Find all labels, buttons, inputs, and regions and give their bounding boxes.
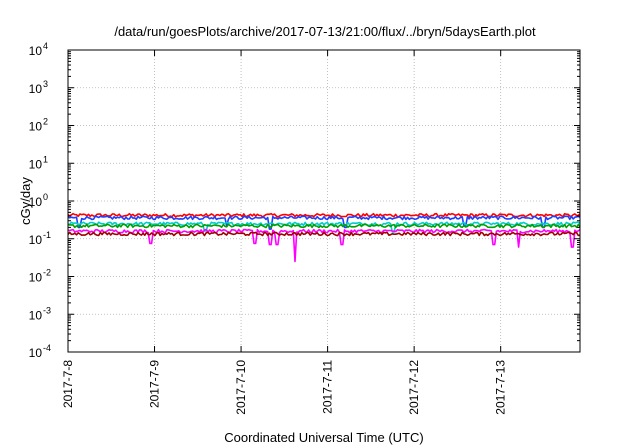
x-tick-label: 2017-7-12 [407,360,421,415]
series-group [67,212,581,263]
y-tick-exponent: 4 [43,41,48,51]
y-tick-label: 10 [29,233,43,247]
y-tick-label: 10 [29,195,43,209]
y-tick-exponent: -4 [43,343,51,353]
y-tick-label: 10 [29,120,43,134]
y-tick-label: 10 [29,44,43,58]
y-tick-label: 10 [29,82,43,96]
series-line-3 [67,221,581,233]
series-line-6 [67,231,581,237]
y-tick-label: 10 [29,346,43,360]
y-tick-exponent: 2 [43,117,48,127]
x-axis: 2017-7-8 2017-7-9 2017-7-10 2017-7-11 2017-7… [61,50,508,415]
series-line-1 [67,212,581,218]
x-tick-label: 2017-7-10 [234,360,248,415]
chart-title: /data/run/goesPlots/archive/2017-07-13/2… [114,24,536,39]
y-tick-exponent: -3 [43,305,51,315]
x-tick-label: 2017-7-13 [494,360,508,415]
y-tick-label: 10 [29,308,43,322]
y-tick-exponent: -2 [43,268,51,278]
series-line-2 [67,215,581,230]
y-axis-label: cGy/day [18,177,33,225]
series-line-5 [67,228,581,263]
x-tick-label: 2017-7-9 [148,360,162,408]
y-tick-exponent: 1 [43,154,48,164]
x-axis-label: Coordinated Universal Time (UTC) [224,430,423,445]
y-tick-exponent: 3 [43,79,48,89]
grid [68,50,580,352]
y-tick-exponent: 0 [43,192,48,202]
y-tick-label: 10 [29,157,43,171]
y-tick-exponent: -1 [43,230,51,240]
x-tick-label: 2017-7-8 [61,360,75,408]
y-tick-label: 10 [29,271,43,285]
x-tick-label: 2017-7-11 [321,360,335,414]
series-line-4 [67,223,581,229]
